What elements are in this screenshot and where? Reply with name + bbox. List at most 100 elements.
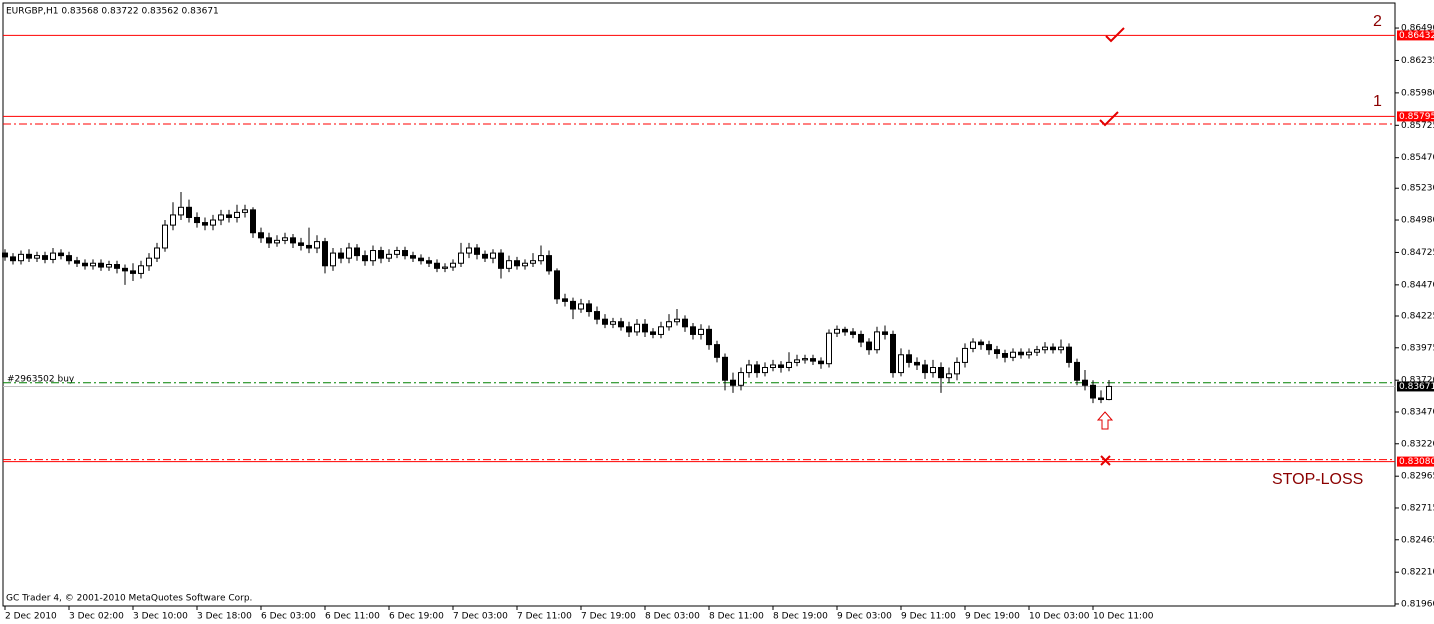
- y-tick-label: 0.84725: [1401, 248, 1434, 258]
- candle-body: [634, 323, 640, 333]
- candle-body: [50, 252, 56, 260]
- candle-body: [386, 253, 392, 259]
- y-tick-label: 0.82465: [1401, 535, 1434, 545]
- x-tick-label: 6 Dec 11:00: [325, 612, 380, 622]
- candle-body: [858, 333, 864, 343]
- candle-body: [850, 331, 856, 335]
- candle-body: [922, 364, 928, 374]
- candle-body: [786, 361, 792, 368]
- level-tag-label: 0.83080: [1399, 457, 1434, 467]
- chart-title: EURGBP,H1 0.83568 0.83722 0.83562 0.8367…: [6, 7, 219, 17]
- candle-body: [106, 264, 112, 268]
- candle-body: [826, 332, 832, 365]
- candle-body: [1106, 385, 1112, 401]
- plot-frame: [2, 2, 1396, 607]
- candle-body: [202, 222, 208, 226]
- y-tick-label: 0.82715: [1401, 503, 1434, 513]
- candle-body: [306, 244, 312, 249]
- y-tick-label: 0.85725: [1401, 121, 1434, 131]
- x-tick-label: 9 Dec 03:00: [837, 612, 892, 622]
- candle-body: [562, 298, 568, 302]
- x-tick-label: 2 Dec 2010: [5, 612, 57, 622]
- candle-body: [994, 349, 1000, 355]
- candle-body: [666, 321, 672, 328]
- candle-body: [314, 241, 320, 249]
- x-tick-label: 6 Dec 19:00: [389, 612, 444, 622]
- level-tag: [1397, 381, 1434, 392]
- x-tick-label: 3 Dec 18:00: [197, 612, 252, 622]
- candle-body: [1082, 379, 1088, 386]
- candle-body: [738, 372, 744, 386]
- candle-body: [42, 255, 48, 260]
- candle-body: [114, 264, 120, 269]
- candle-body: [690, 326, 696, 335]
- level-tag: [1397, 30, 1434, 41]
- candle-body: [682, 318, 688, 328]
- candle-body: [322, 241, 328, 267]
- candle-body: [442, 266, 448, 269]
- candle-body: [570, 300, 576, 310]
- candle-body: [906, 354, 912, 363]
- candle-body: [98, 262, 104, 268]
- candle-body: [194, 216, 200, 224]
- candle-body: [882, 331, 888, 335]
- candle-body: [122, 267, 128, 272]
- y-tick-label: 0.84225: [1401, 312, 1434, 322]
- level-tag: [1397, 111, 1434, 122]
- candle-body: [874, 331, 880, 351]
- candle-body: [338, 252, 344, 259]
- x-tick-label: 9 Dec 19:00: [965, 612, 1020, 622]
- candle-body: [354, 247, 360, 257]
- candle-body: [266, 237, 272, 244]
- x-tick-label: 8 Dec 03:00: [645, 612, 700, 622]
- candle-body: [938, 366, 944, 379]
- candle-body: [930, 366, 936, 374]
- x-tick-label: 8 Dec 11:00: [709, 612, 764, 622]
- candle-body: [794, 359, 800, 363]
- x-tick-label: 9 Dec 11:00: [901, 612, 956, 622]
- candle-body: [458, 252, 464, 264]
- candle-body: [282, 237, 288, 241]
- candle-body: [594, 311, 600, 320]
- candle-body: [722, 356, 728, 381]
- candle-body: [346, 247, 352, 259]
- candle-body: [362, 255, 368, 262]
- candle-body: [746, 364, 752, 374]
- candle-body: [778, 364, 784, 368]
- candle-body: [1026, 351, 1032, 356]
- candle-body: [650, 331, 656, 335]
- candle-body: [626, 326, 632, 333]
- level-tag-label: 0.86432: [1399, 31, 1434, 41]
- candle-body: [394, 250, 400, 255]
- candle-body: [170, 214, 176, 226]
- target-label: 2: [1373, 13, 1382, 30]
- candle-body: [530, 260, 536, 264]
- candle-body: [130, 270, 136, 274]
- candle-body: [18, 253, 24, 262]
- candle-body: [730, 379, 736, 386]
- candle-body: [618, 321, 624, 328]
- candle-body: [330, 252, 336, 267]
- candle-body: [522, 262, 528, 267]
- candle-body: [82, 262, 88, 267]
- candle-body: [418, 257, 424, 262]
- candle-body: [226, 214, 232, 218]
- candle-body: [866, 341, 872, 351]
- candle-body: [706, 328, 712, 346]
- x-tick-label: 8 Dec 19:00: [773, 612, 828, 622]
- candle-body: [426, 260, 432, 264]
- candle-body: [498, 252, 504, 269]
- level-tag: [1397, 456, 1434, 467]
- candle-body: [66, 255, 72, 262]
- candle-body: [1074, 361, 1080, 381]
- candle-body: [250, 209, 256, 234]
- candle-body: [954, 361, 960, 375]
